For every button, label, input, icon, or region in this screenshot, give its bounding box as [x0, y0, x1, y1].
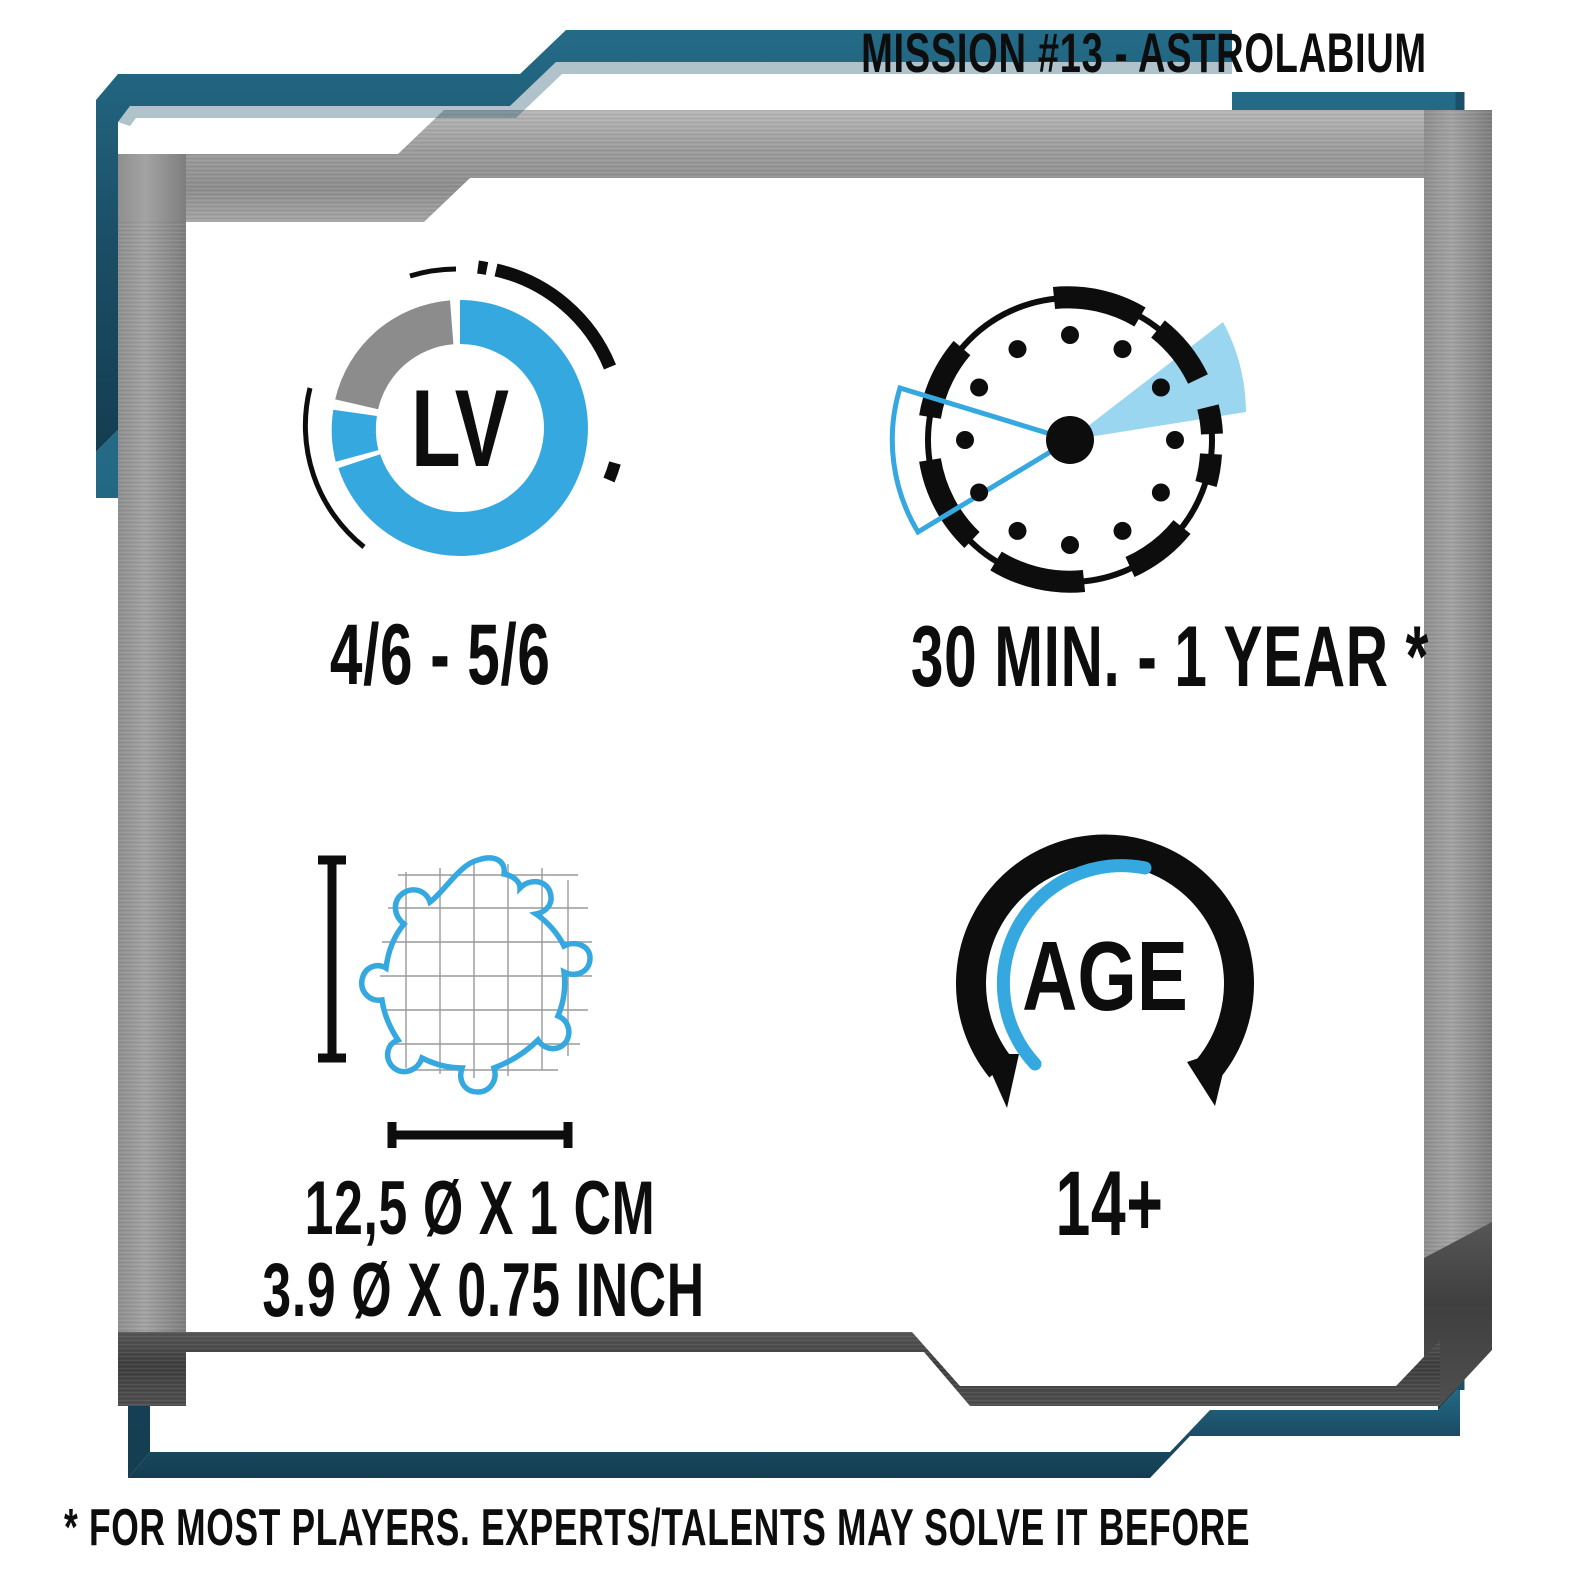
measure-width [387, 1122, 573, 1148]
donut-tick-right-short [477, 260, 489, 275]
playtime-label: 30 MIN. - 1 YEAR * [910, 609, 1430, 705]
clock-ring-seg-8 [919, 457, 980, 548]
frame-corner-accent-topleft [118, 62, 1232, 126]
age-arrowhead-left [983, 1054, 1019, 1108]
clock-hub [1046, 416, 1094, 464]
donut-segment-blue-left [331, 409, 379, 462]
donut-segment-blue-major [338, 300, 588, 556]
age-inner-arc [996, 859, 1152, 1071]
donut-tick-top-short [409, 266, 457, 279]
donut-tick-left-long [302, 387, 366, 549]
page-title: MISSION #13 - ASTROLABIUM [0, 21, 1560, 84]
clock-ring-seg-4 [1195, 453, 1222, 487]
clock-ring-seg-2 [1150, 320, 1208, 385]
dimensions-label: 12,5 Ø X 1 CM 3.9 Ø X 0.75 INCH [262, 1166, 705, 1333]
age-loop-icon: AGE [956, 834, 1254, 1108]
difficulty-label: 4/6 - 5/6 [329, 607, 551, 703]
age-arrowhead-right [1187, 1048, 1229, 1106]
measure-height [318, 855, 346, 1063]
donut-segment-gray [335, 300, 454, 410]
clock-wedge-outline [889, 384, 1077, 536]
donut-center-label: LV [411, 366, 509, 490]
puzzle-grid [380, 864, 592, 1078]
donut-tick-right-long [494, 263, 617, 370]
footnote-text: * FOR MOST PLAYERS. EXPERTS/TALENTS MAY … [64, 1499, 1251, 1557]
clock-icon [889, 286, 1246, 593]
donut-tick-right-dot [603, 461, 621, 483]
age-center-label: AGE [1022, 921, 1188, 1031]
puzzle-size-icon [318, 855, 593, 1148]
clock-hour-dots [956, 326, 1184, 554]
clock-ring-seg-6 [990, 551, 1086, 593]
title-text: MISSION #13 - ASTROLABIUM [861, 21, 1427, 84]
clock-ring-seg-7 [919, 340, 971, 420]
footnote: * FOR MOST PLAYERS. EXPERTS/TALENTS MAY … [64, 1500, 1524, 1556]
age-value-label: 14+ [1055, 1153, 1165, 1255]
age-outer-arc [956, 834, 1254, 1078]
clock-ring-seg-1 [1052, 286, 1146, 327]
frame-metal [118, 110, 1492, 1406]
donut-gauge-icon: LV [302, 260, 621, 556]
puzzle-outline [359, 855, 593, 1095]
clock-ring-seg-3 [1197, 404, 1223, 435]
clock-ring-seg-5 [1125, 519, 1191, 578]
